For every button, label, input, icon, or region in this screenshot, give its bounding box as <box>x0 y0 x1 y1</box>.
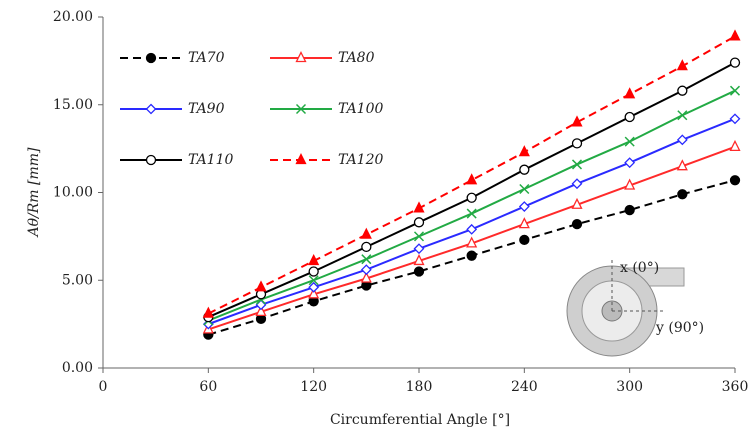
marker <box>466 192 477 203</box>
legend-label: TA70 <box>188 50 225 66</box>
marker <box>466 223 478 235</box>
marker <box>518 217 530 229</box>
x-direction-label: x (0°) <box>620 260 659 276</box>
marker <box>295 51 307 63</box>
y-tick-label: 20.00 <box>53 9 93 25</box>
marker <box>466 236 478 248</box>
marker <box>413 201 425 213</box>
marker <box>360 271 372 283</box>
marker <box>677 85 688 96</box>
marker <box>295 153 307 165</box>
marker <box>729 85 741 96</box>
compressor-inset <box>566 258 685 357</box>
marker <box>413 266 425 277</box>
marker <box>413 243 425 255</box>
x-tick-label: 0 <box>99 379 108 395</box>
marker <box>518 201 530 212</box>
marker <box>413 231 425 242</box>
x-axis-label: Circumferential Angle [°] <box>330 412 510 428</box>
marker <box>519 164 530 175</box>
marker <box>518 145 530 157</box>
marker <box>624 178 636 190</box>
marker <box>466 208 477 219</box>
y-direction-label: y (90°) <box>655 320 704 336</box>
marker <box>571 138 583 149</box>
marker <box>255 304 267 316</box>
marker <box>360 264 372 276</box>
legend: TA70 TA80 TA90 TA100 TA110 TA120 <box>120 50 383 168</box>
x-tick-label: 300 <box>616 379 643 395</box>
marker <box>729 29 741 41</box>
marker <box>676 59 688 71</box>
marker <box>145 52 157 64</box>
marker <box>519 183 530 195</box>
marker <box>571 159 583 170</box>
marker <box>571 178 583 190</box>
y-axis-label: Aθ/Rm [mm] <box>26 147 42 239</box>
marker <box>308 281 320 293</box>
series-line <box>207 117 736 326</box>
marker <box>624 111 635 123</box>
marker <box>295 103 307 115</box>
marker <box>729 113 741 125</box>
marker <box>308 275 319 286</box>
y-tick-label: 15.00 <box>53 97 93 113</box>
marker <box>624 157 636 169</box>
marker <box>729 57 741 68</box>
marker <box>308 253 320 266</box>
legend-label: TA120 <box>338 152 383 168</box>
y-tick-label: 5.00 <box>62 272 93 288</box>
marker <box>413 253 425 266</box>
marker <box>361 254 372 265</box>
marker <box>624 204 635 216</box>
marker <box>571 115 583 127</box>
series-line <box>207 35 736 315</box>
marker <box>145 154 157 166</box>
y-tick-label: 0.00 <box>62 360 93 376</box>
marker <box>360 227 372 239</box>
marker <box>676 159 688 171</box>
marker <box>466 250 477 261</box>
x-tick-label: 120 <box>300 379 327 395</box>
marker <box>729 139 741 152</box>
marker <box>466 173 478 185</box>
marker <box>624 87 636 99</box>
marker <box>145 103 157 115</box>
marker <box>202 306 214 318</box>
marker <box>624 136 635 147</box>
legend-label: TA90 <box>188 101 225 117</box>
marker <box>308 266 319 277</box>
marker <box>571 218 583 230</box>
x-tick-label: 240 <box>511 379 538 395</box>
marker <box>729 175 741 186</box>
marker <box>308 287 320 299</box>
y-tick-label: 10.00 <box>53 185 93 201</box>
x-tick-label: 60 <box>199 379 217 395</box>
x-tick-label: 180 <box>406 379 433 395</box>
legend-label: TA80 <box>338 50 375 66</box>
marker <box>571 197 583 209</box>
marker <box>677 110 688 121</box>
marker <box>519 234 530 246</box>
marker <box>413 217 425 228</box>
legend-label: TA110 <box>188 152 233 168</box>
marker <box>255 280 267 292</box>
legend-label: TA100 <box>338 101 383 117</box>
marker <box>676 134 688 146</box>
x-tick-label: 360 <box>722 379 749 395</box>
marker <box>361 241 372 253</box>
marker <box>677 189 688 200</box>
